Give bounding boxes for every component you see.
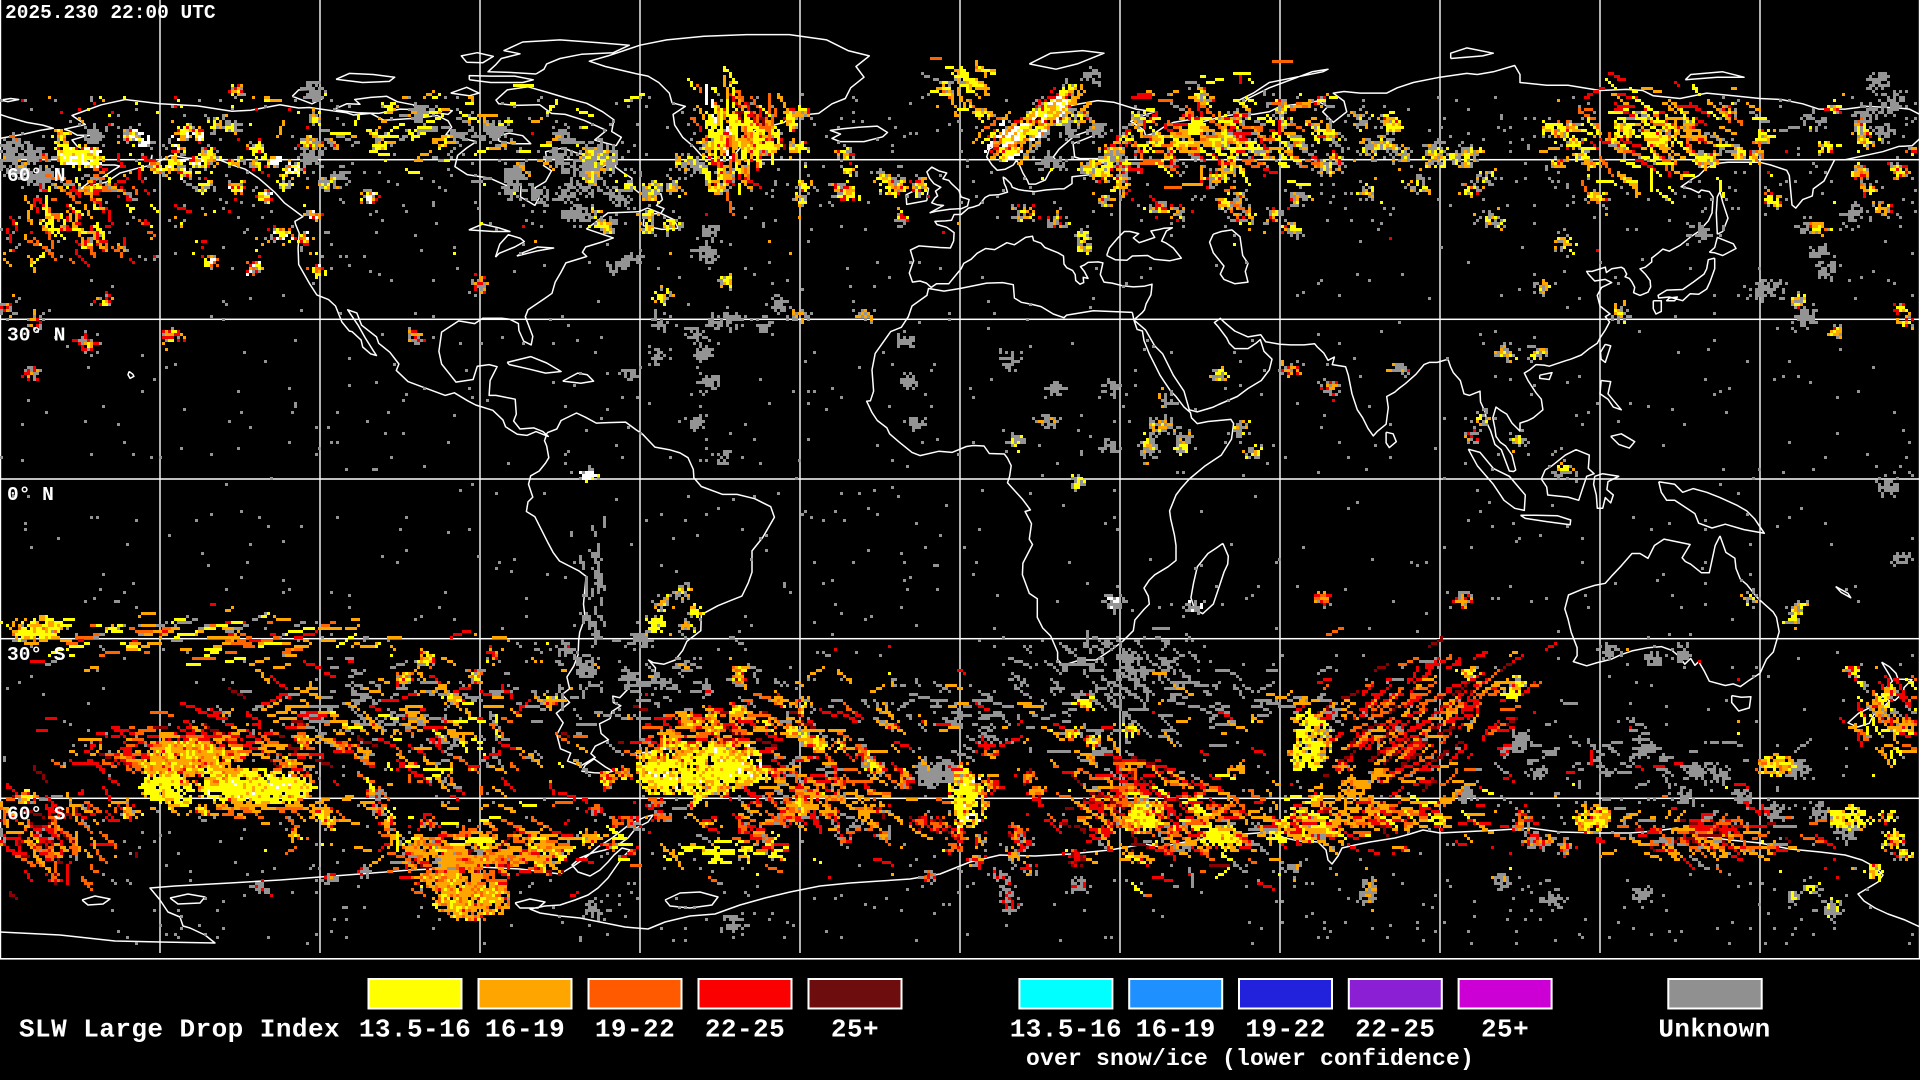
svg-text:22-25: 22-25 [705,1015,785,1045]
svg-text:60° S: 60° S [7,804,66,826]
svg-text:13.5-16: 13.5-16 [1010,1015,1122,1045]
svg-text:60° N: 60° N [7,165,66,187]
svg-text:30° S: 30° S [7,644,66,666]
svg-text:25+: 25+ [831,1015,879,1045]
svg-text:SLW Large Drop Index: SLW Large Drop Index [19,1015,340,1045]
svg-text:16-19: 16-19 [485,1015,565,1045]
svg-text:2025.230 22:00 UTC: 2025.230 22:00 UTC [5,2,216,24]
svg-text:0° N: 0° N [7,484,54,506]
svg-text:19-22: 19-22 [595,1015,675,1045]
svg-text:16-19: 16-19 [1136,1015,1216,1045]
svg-text:22-25: 22-25 [1355,1015,1435,1045]
svg-text:over snow/ice (lower confidenc: over snow/ice (lower confidence) [1026,1046,1474,1072]
svg-text:25+: 25+ [1481,1015,1529,1045]
svg-text:19-22: 19-22 [1245,1015,1325,1045]
svg-text:Unknown: Unknown [1658,1015,1770,1045]
svg-text:30° N: 30° N [7,325,66,347]
svg-text:13.5-16: 13.5-16 [359,1015,471,1045]
